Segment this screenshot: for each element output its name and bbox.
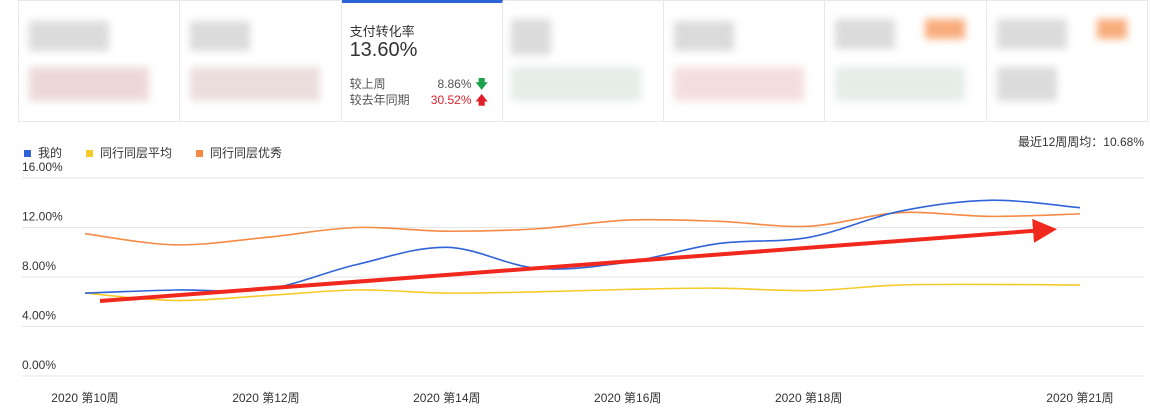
series-line: [84, 211, 1081, 246]
y-tick-label: 8.00%: [22, 259, 56, 273]
metric-card[interactable]: [986, 0, 1148, 122]
series-line: [84, 283, 1081, 302]
y-tick-label: 12.00%: [22, 210, 63, 224]
legend-swatch: [24, 150, 31, 157]
card-row: 较去年同期 30.52% 🡅: [350, 91, 488, 112]
chart-note: 最近12周周均：10.68%: [1018, 135, 1144, 149]
metric-card[interactable]: [664, 0, 826, 122]
row-value: 8.86%: [437, 77, 472, 91]
metric-cards: 支付转化率 13.60% 较上周 8.86% 🡇 较去年同期 30.52% 🡅: [18, 0, 1148, 122]
x-tick-label: 2020 第16周: [594, 391, 661, 405]
legend-label: 我的: [38, 145, 62, 160]
metric-card[interactable]: 支付转化率 13.60% 较上周 8.86% 🡇 较去年同期 30.52% 🡅: [341, 0, 503, 122]
legend-swatch: [196, 150, 204, 157]
row-label: 较去年同期: [349, 93, 410, 107]
metric-card[interactable]: [180, 0, 342, 122]
y-tick-label: 16.00%: [22, 160, 63, 174]
annotation-arrow: [99, 218, 1057, 303]
x-tick-label: 2020 第10周: [51, 391, 118, 405]
card-row: 较上周 8.86% 🡇: [350, 75, 488, 96]
trend-arrow: 🡅: [475, 93, 488, 107]
legend-swatch: [86, 150, 94, 157]
card-title: 支付转化率: [349, 24, 415, 39]
metric-card[interactable]: [18, 0, 181, 122]
y-tick-label: 4.00%: [22, 309, 56, 323]
row-value: 30.52%: [430, 93, 472, 107]
x-tick-label: 2020 第14周: [413, 391, 480, 405]
legend-label: 同行同层优秀: [210, 146, 282, 160]
row-label: 较上周: [349, 77, 386, 91]
legend-label: 同行同层平均: [100, 146, 172, 160]
card-value: 13.60%: [349, 39, 418, 61]
trend-arrow: 🡇: [475, 77, 488, 91]
metric-card[interactable]: [502, 0, 665, 122]
metric-card[interactable]: [825, 0, 987, 122]
x-tick-label: 2020 第18周: [775, 391, 842, 405]
x-tick-label: 2020 第21周: [1046, 391, 1113, 405]
x-tick-label: 2020 第12周: [232, 391, 299, 405]
y-tick-label: 0.00%: [22, 358, 56, 372]
series-line: [84, 199, 1081, 294]
